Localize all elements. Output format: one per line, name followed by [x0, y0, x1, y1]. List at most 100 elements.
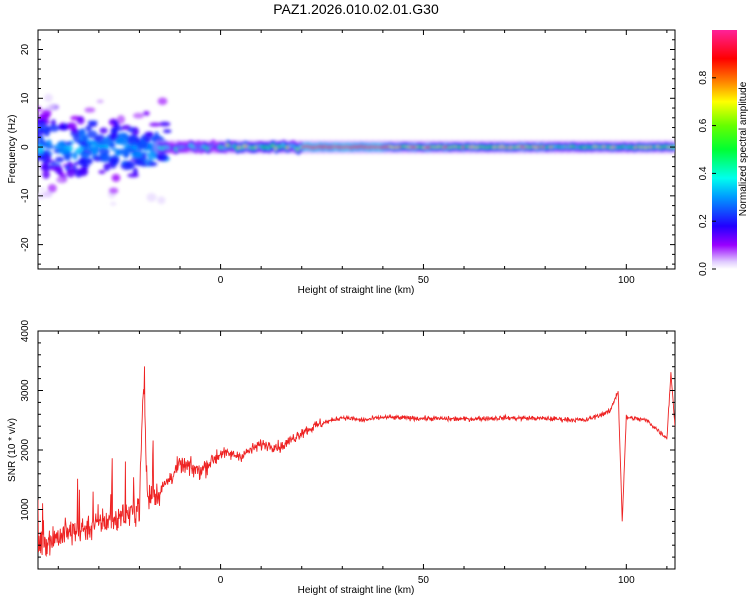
- snr-ylabel: SNR (10 * v/v): [7, 418, 18, 482]
- colorbar-ticks: 0.0 0.2 0.4 0.6 0.8: [698, 70, 716, 276]
- x-tick-label: 100: [618, 575, 635, 586]
- heatmap-cell: [155, 153, 163, 159]
- heatmap-cell: [44, 144, 56, 150]
- x-tick-label: 0: [218, 275, 224, 286]
- heatmap-marks: [38, 93, 675, 206]
- heatmap-cell: [38, 145, 44, 155]
- heatmap-cell: [99, 127, 108, 134]
- heatmap-ylabel: Frequency (Hz): [7, 115, 18, 184]
- heatmap-cell: [84, 107, 96, 113]
- heatmap-cell: [146, 151, 159, 160]
- heatmap-cell: [38, 119, 47, 124]
- heatmap-cell: [79, 156, 88, 166]
- heatmap-cell: [58, 141, 65, 146]
- y-tick-label: -20: [20, 237, 31, 252]
- heatmap-cell: [72, 151, 78, 160]
- heatmap-cell: [87, 120, 98, 124]
- heatmap-cell: [127, 173, 140, 178]
- heatmap-cell: [148, 161, 158, 167]
- colorbar: 0.0 0.2 0.4 0.6 0.8 Normalized spectral ampl…: [698, 30, 749, 276]
- heatmap-cell: [109, 132, 119, 141]
- heatmap-cell: [116, 115, 126, 124]
- heatmap-cell: [136, 141, 149, 150]
- colorbar-label: Normalized spectral amplitude: [738, 81, 749, 216]
- snr-axes: 0 50 100 1000 2000 3000 4000: [20, 319, 675, 586]
- heatmap-cell: [132, 112, 145, 119]
- heatmap-xlabel: Height of straight line (km): [298, 285, 415, 296]
- heatmap-cell: [80, 152, 91, 159]
- heatmap-cell: [157, 196, 166, 205]
- heatmap-cell: [109, 120, 119, 124]
- heatmap-cell: [43, 112, 52, 117]
- heatmap-cell: [42, 170, 50, 179]
- heatmap-axes: 0 50 100 -20 -10 0 10 20: [20, 29, 675, 286]
- heatmap-panel: 0 50 100 -20 -10 0 10 20 Height of straight lin…: [7, 29, 676, 296]
- heatmap-cell: [66, 141, 72, 147]
- heatmap-cell: [163, 129, 172, 134]
- heatmap-cell: [55, 156, 65, 163]
- heatmap-cell: [131, 142, 139, 147]
- heatmap-cell: [43, 190, 53, 198]
- y-tick-label: 4000: [20, 319, 31, 342]
- heatmap-cell: [59, 173, 66, 178]
- y-tick-label: 20: [20, 44, 31, 56]
- heatmap-cell: [146, 192, 157, 202]
- y-tick-label: 0: [20, 144, 31, 150]
- y-tick-label: 10: [20, 92, 31, 104]
- colorbar-tick-label: 0.2: [698, 214, 709, 228]
- heatmap-cell: [110, 127, 118, 135]
- colorbar-gradient: [712, 30, 737, 269]
- snr-series-line: [38, 366, 675, 558]
- heatmap-cell: [83, 163, 90, 169]
- snr-xlabel: Height of straight line (km): [298, 585, 415, 596]
- heatmap-cell: [44, 93, 53, 103]
- heatmap-cell: [38, 106, 42, 112]
- heatmap-cell: [141, 151, 148, 155]
- heatmap-cell: [38, 129, 46, 135]
- colorbar-tick-label: 0.0: [698, 262, 709, 276]
- heatmap-cell: [159, 121, 171, 127]
- heatmap-cell: [57, 124, 68, 130]
- heatmap-cell: [38, 123, 49, 130]
- heatmap-cell: [94, 148, 99, 153]
- heatmap-cell: [124, 160, 136, 170]
- heatmap-cell: [73, 161, 80, 165]
- heatmap-cell: [76, 116, 85, 125]
- heatmap-cell: [107, 142, 116, 148]
- heatmap-cell: [121, 124, 131, 131]
- x-tick-label: 50: [418, 275, 430, 286]
- figure-title: PAZ1.2026.010.02.01.G30: [273, 1, 439, 17]
- heatmap-cell: [131, 152, 143, 159]
- heatmap-cell: [39, 187, 45, 191]
- heatmap-cell: [86, 140, 98, 145]
- snr-panel: 0 50 100 1000 2000 3000 4000 Height of straigh…: [7, 319, 676, 596]
- y-tick-label: 3000: [20, 379, 31, 402]
- heatmap-cell: [65, 155, 72, 161]
- heatmap-cell: [85, 125, 92, 132]
- snr-frame: [37, 330, 676, 570]
- x-tick-label: 50: [418, 575, 430, 586]
- heatmap-cell: [40, 154, 47, 162]
- heatmap-cell: [96, 141, 109, 146]
- colorbar-tick-label: 0.8: [698, 70, 709, 84]
- heatmap-cell: [98, 147, 110, 156]
- heatmap-cell: [110, 202, 117, 206]
- heatmap-cell: [103, 163, 111, 172]
- heatmap-cell: [134, 158, 146, 167]
- heatmap-cell: [108, 187, 119, 195]
- heatmap-cell: [67, 122, 77, 130]
- y-tick-label: -10: [20, 188, 31, 203]
- heatmap-cell: [119, 137, 129, 146]
- x-tick-label: 100: [618, 275, 635, 286]
- heatmap-cell: [118, 148, 130, 156]
- y-tick-label: 1000: [20, 498, 31, 521]
- heatmap-cell: [48, 124, 60, 132]
- heatmap-cell: [79, 129, 86, 137]
- heatmap-cell: [58, 147, 71, 155]
- heatmap-cell: [96, 99, 104, 104]
- heatmap-cell: [40, 163, 48, 171]
- heatmap-cell: [66, 168, 75, 173]
- heatmap-cell: [142, 110, 150, 116]
- y-tick-label: 2000: [20, 438, 31, 461]
